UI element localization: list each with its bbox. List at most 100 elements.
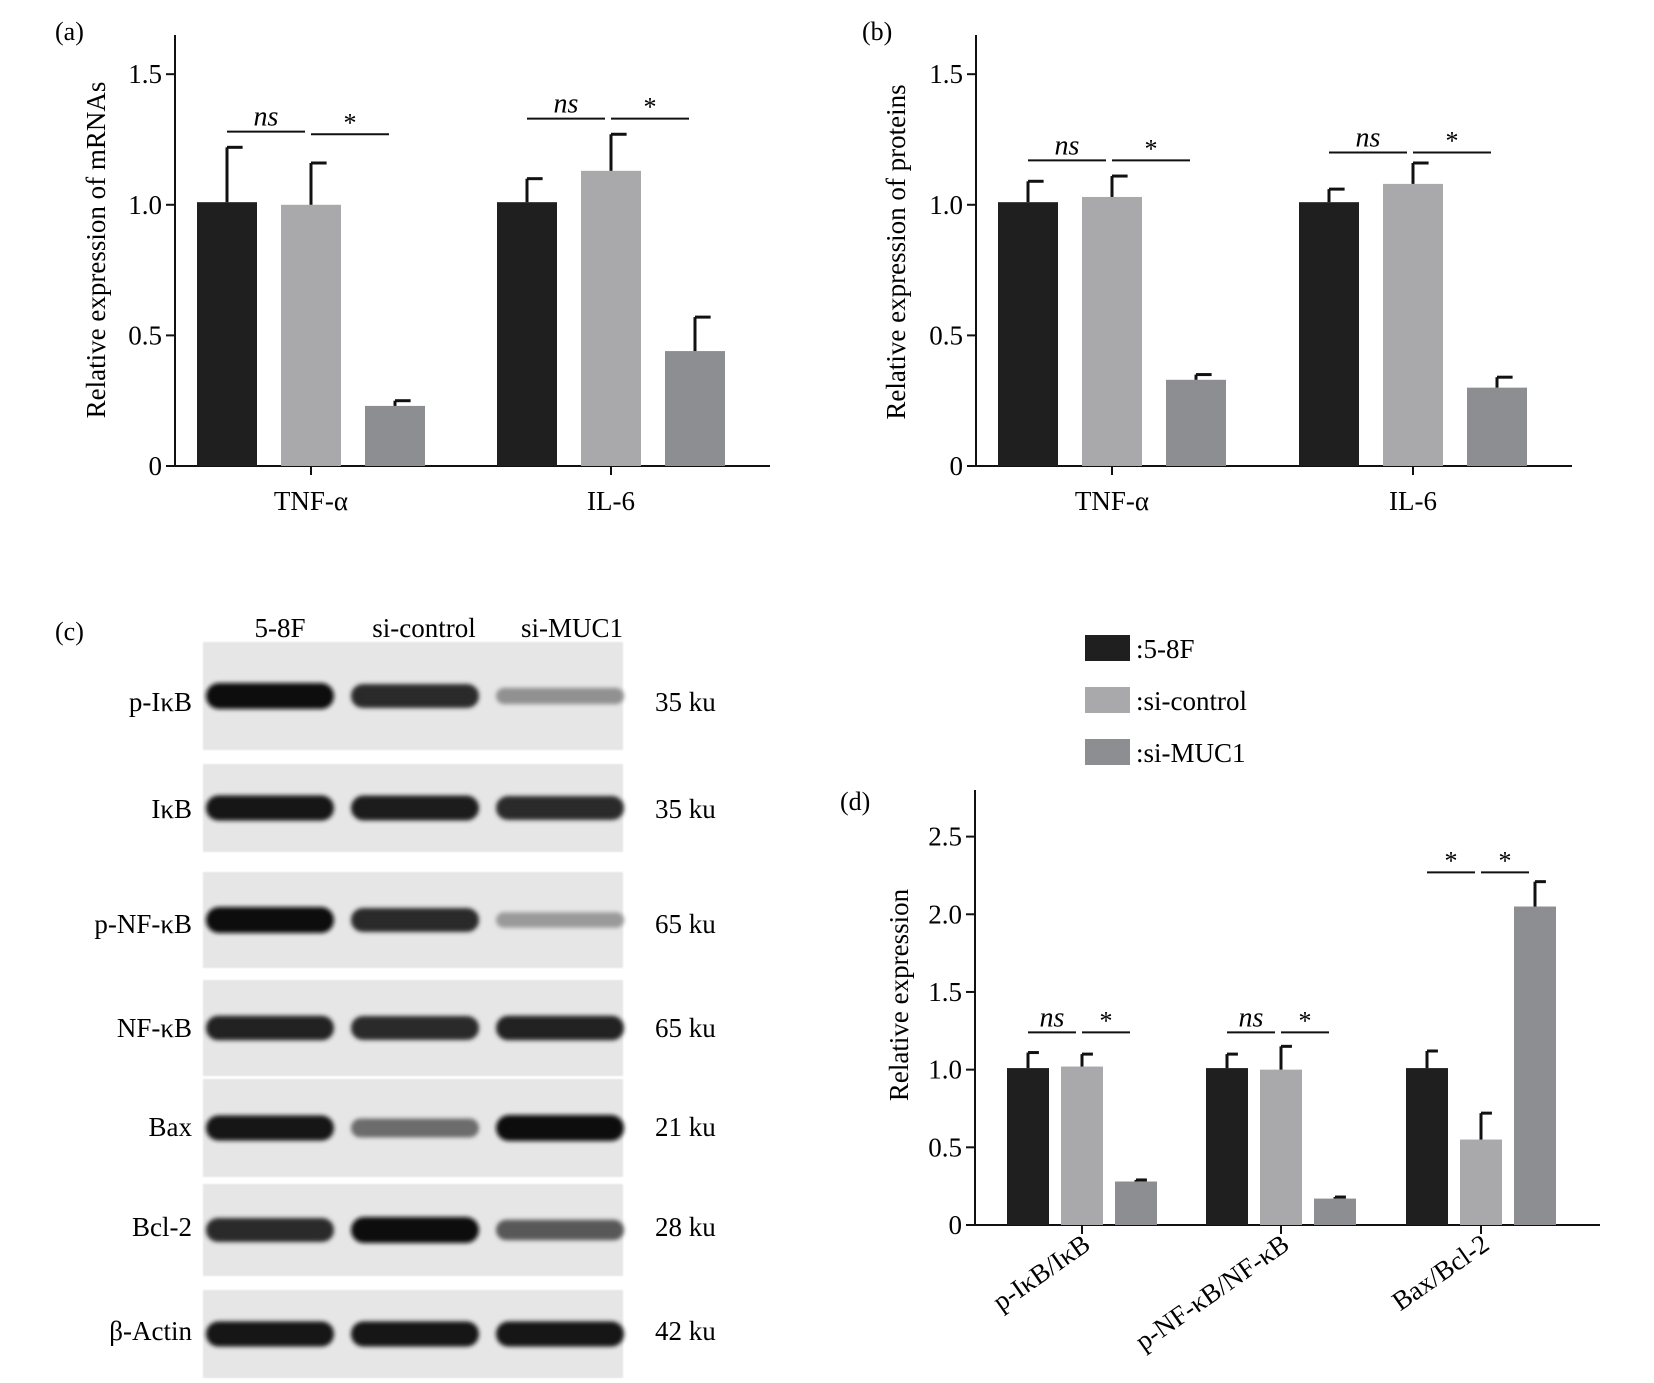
x-tick-label: Bax/Bcl-2 [1386,1228,1494,1316]
legend-swatch [1085,739,1130,765]
bar [1206,1068,1248,1225]
bar [1260,1069,1302,1225]
legend: :5-8F :si-control :si-MUC1 [1085,634,1247,768]
significance-label: ns [254,102,279,133]
significance-label: * [1299,1006,1312,1035]
bar [1406,1068,1448,1225]
bar [365,405,425,466]
bar [1082,196,1142,466]
y-axis-title-a: Relative expression of mRNAs [81,82,111,419]
legend-swatch [1085,635,1130,661]
panel-label-a: (a) [55,17,84,46]
band-size-label: 65 ku [655,909,716,939]
y-tick-label: 0.5 [928,1132,962,1162]
blot-band [351,1118,479,1138]
bar [197,202,257,466]
y-tick-label: 1.5 [929,59,963,89]
lane-label: si-MUC1 [521,613,623,643]
blot-band [496,1015,624,1041]
blot-band [206,1218,334,1242]
legend-swatch [1085,687,1130,713]
significance-label: ns [1356,123,1381,154]
significance-label: ns [1055,130,1080,161]
band-size-label: 28 ku [655,1212,716,1242]
blot-band [496,796,624,820]
bar [1299,202,1359,466]
blot-band [351,795,479,821]
y-tick-label: 1.5 [128,59,162,89]
band-size-label: 65 ku [655,1013,716,1043]
significance-label: * [1499,846,1512,875]
significance-label: ns [554,89,579,120]
blot-band [351,684,479,708]
legend-label: :si-MUC1 [1136,738,1246,768]
blot-band [206,1015,334,1041]
lane-label: si-control [372,613,475,643]
y-tick-label: 0 [949,1210,963,1240]
blot-band [496,687,624,705]
y-tick-label: 2.5 [928,822,962,852]
bar [1514,906,1556,1225]
blot-band [496,1321,624,1347]
x-tick-label: p-NF-κB/NF-κB [1130,1228,1295,1356]
bar [1383,183,1443,466]
chart-panel-d: 0 0.5 1.0 1.5 2.0 2.5 p-IκB/IκB p-NF-κB/NF-κB Ba… [928,790,1600,1356]
panel-label-c: (c) [55,617,84,646]
significance-label: * [1446,127,1459,156]
bar [998,202,1058,466]
y-tick-label: 1.0 [928,1055,962,1085]
significance-label: * [644,93,657,122]
blot-band [496,1219,624,1241]
x-tick-label: p-IκB/IκB [987,1228,1095,1316]
y-tick-label: 0.5 [929,320,963,350]
blot-band [351,1217,479,1243]
y-tick-label: 0 [950,451,964,481]
y-axis-title-b: Relative expression of proteins [881,84,911,419]
protein-label: IκB [151,794,192,824]
bar [281,204,341,466]
significance-label: ns [1040,1002,1065,1033]
band-size-label: 35 ku [655,794,716,824]
band-size-label: 42 ku [655,1316,716,1346]
y-tick-label: 1.0 [128,190,162,220]
band-size-label: 35 ku [655,687,716,717]
blot-band [206,683,334,709]
panel-label-d: (d) [840,787,870,816]
blot-band [206,1115,334,1141]
blot-band [351,1016,479,1040]
lane-label: 5-8F [254,613,305,643]
bar [497,202,557,466]
bar [665,351,725,466]
bar [1467,387,1527,466]
protein-label: Bax [149,1112,193,1142]
blot-band [206,795,334,821]
significance-label: * [344,108,357,137]
western-blot: 5-8F si-control si-MUC1 p-IκB IκB p-NF-κ… [94,613,716,1378]
chart-panel-a: 0 0.5 1.0 1.5 TNF-α IL-6 ns * ns * [128,35,770,516]
bar [1314,1198,1356,1225]
x-tick-label: IL-6 [587,486,635,516]
panel-label-b: (b) [862,17,892,46]
blot-band [206,907,334,933]
blot-band [496,1115,624,1141]
significance-label: ns [1239,1002,1264,1033]
protein-label: p-IκB [129,687,192,717]
legend-label: :si-control [1136,686,1247,716]
protein-label: p-NF-κB [94,909,192,939]
y-tick-label: 0 [149,451,163,481]
band-size-label: 21 ku [655,1112,716,1142]
legend-label: :5-8F [1136,634,1195,664]
significance-label: * [1445,846,1458,875]
protein-label: β-Actin [109,1316,192,1346]
blot-band [351,908,479,932]
x-tick-label: TNF-α [274,486,348,516]
bar [581,170,641,466]
bar [1115,1181,1157,1225]
significance-label: * [1100,1006,1113,1035]
bar [1061,1066,1103,1225]
chart-panel-b: 0 0.5 1.0 1.5 TNF-α IL-6 ns * ns * [929,35,1572,516]
y-tick-label: 1.0 [929,190,963,220]
x-tick-label: IL-6 [1389,486,1437,516]
bar [1007,1068,1049,1225]
